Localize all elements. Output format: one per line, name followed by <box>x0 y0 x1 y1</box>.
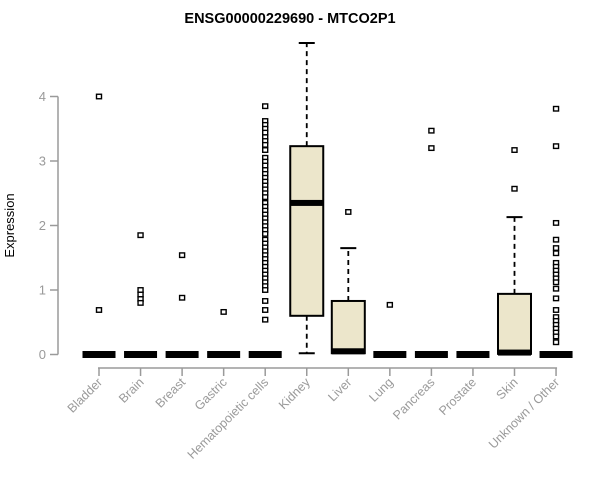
outlier-point <box>552 295 560 302</box>
outlier-point <box>178 252 186 259</box>
x-tick-label: Breast <box>153 375 189 411</box>
x-tick-label: Gastric <box>192 375 230 413</box>
collapsed-box-pancreas <box>414 351 448 358</box>
x-tick-label: Bladder <box>65 375 105 415</box>
outlier-point <box>345 209 352 215</box>
x-tick-label: Brain <box>116 375 147 406</box>
outlier-point <box>552 143 560 150</box>
outlier-point <box>552 333 560 340</box>
median-line <box>290 199 324 206</box>
outlier-point <box>178 294 186 301</box>
chart-title: ENSG00000229690 - MTCO2P1 <box>184 11 395 27</box>
collapsed-box-prostate <box>456 351 490 358</box>
collapsed-box-unknown-other <box>539 351 573 358</box>
collapsed-box-lung <box>373 351 407 358</box>
box-kidney <box>289 145 325 317</box>
outlier-point <box>386 301 394 308</box>
outlier-point <box>552 279 560 286</box>
y-tick-label: 3 <box>39 154 46 169</box>
collapsed-box-hematopoietic-cells <box>248 351 282 358</box>
collapsed-box-brain <box>124 351 158 358</box>
x-tick-label: Kidney <box>276 375 313 412</box>
y-tick-label: 1 <box>39 283 46 298</box>
outlier-point <box>552 250 560 257</box>
outlier-point <box>262 103 269 110</box>
outlier-point <box>428 127 435 134</box>
outlier-point <box>220 308 227 315</box>
collapsed-box-breast <box>165 351 199 358</box>
outlier-point <box>428 145 435 152</box>
outlier-point <box>262 287 269 293</box>
outlier-point <box>262 141 269 148</box>
y-tick-label: 0 <box>39 347 46 362</box>
outlier-point <box>262 307 269 313</box>
x-tick-label: Lung <box>366 375 396 405</box>
outlier-point <box>262 194 269 201</box>
y-tick-label: 4 <box>39 89 46 104</box>
outlier-point <box>262 230 269 237</box>
y-axis-label: Expression <box>2 193 17 257</box>
plot-area: 0 1 2 3 4 Bladder Brain Breast GastricHematopoie… <box>39 41 573 462</box>
outlier-point <box>511 147 518 153</box>
box-skin <box>497 292 532 355</box>
x-tick-label: Skin <box>494 375 521 402</box>
outlier-point <box>137 232 144 239</box>
outlier-point <box>552 105 560 112</box>
x-tick-label: Pancreas <box>390 375 437 422</box>
outlier-point <box>95 93 103 100</box>
outlier-point <box>262 147 269 153</box>
outlier-point <box>137 299 144 306</box>
outlier-point <box>552 236 560 243</box>
outlier-point <box>511 185 518 192</box>
x-tick-label: Prostate <box>436 375 479 418</box>
x-tick-label: Liver <box>325 375 354 404</box>
outlier-point <box>552 339 560 346</box>
x-tick-label: Hematopoietic cells <box>185 375 272 462</box>
outlier-point <box>95 307 103 313</box>
outlier-point <box>552 285 560 292</box>
outlier-point <box>262 298 269 304</box>
collapsed-box-bladder <box>82 351 116 358</box>
collapsed-box-gastric <box>207 351 241 358</box>
y-tick-label: 2 <box>39 218 46 233</box>
median-line <box>331 348 365 355</box>
outlier-point <box>552 307 560 313</box>
outlier-point <box>262 316 269 323</box>
outlier-point <box>552 219 560 226</box>
median-line <box>498 349 531 356</box>
outlier-point <box>552 245 560 252</box>
box-liver <box>330 299 366 355</box>
x-tick-label: Unknown / Other <box>486 375 562 451</box>
